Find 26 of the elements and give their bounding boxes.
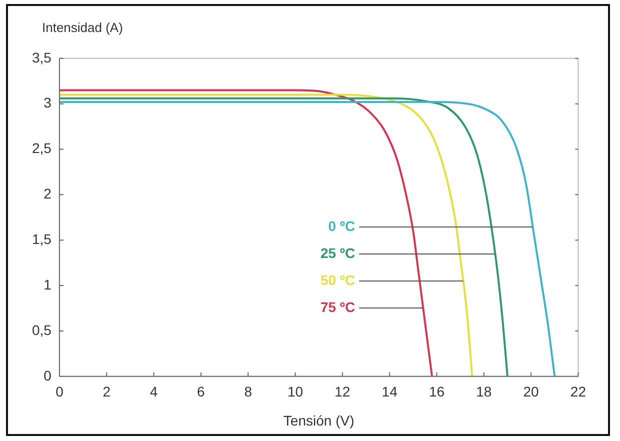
y-tick-label: 2 — [44, 186, 52, 202]
x-tick-label: 22 — [570, 384, 586, 400]
x-tick-label: 2 — [102, 384, 111, 400]
y-tick-label: 3,5 — [32, 49, 52, 66]
text: 50 ºC — [320, 272, 356, 288]
text: 0 ºC — [328, 218, 356, 234]
y-axis-title: Intensidad (A) — [42, 20, 123, 35]
text: 25 ºC — [320, 244, 356, 261]
y-tick-label: 1,5 — [32, 230, 52, 247]
x-tick-label: 20 — [523, 384, 540, 400]
x-tick-label: 16 — [428, 384, 445, 400]
x-tick-label: 0 — [56, 384, 64, 400]
x-tick-label: 18 — [476, 384, 492, 400]
y-tick-label: 3 — [44, 94, 52, 111]
y-tick-label: 0 — [44, 367, 52, 384]
x-tick-label: 12 — [334, 384, 350, 400]
x-tick-label: 10 — [287, 384, 304, 400]
y-tick-label: 1 — [44, 276, 52, 292]
x-axis-title: Tensión (V) — [283, 412, 354, 428]
text: 75 ºC — [320, 298, 356, 315]
x-tick-label: 8 — [244, 384, 252, 400]
y-tick-label: 0,5 — [32, 322, 52, 338]
x-tick-label: 4 — [150, 384, 158, 400]
x-tick-label: 14 — [382, 384, 398, 400]
x-tick-label: 6 — [197, 384, 206, 400]
y-tick-label: 2,5 — [32, 140, 52, 156]
